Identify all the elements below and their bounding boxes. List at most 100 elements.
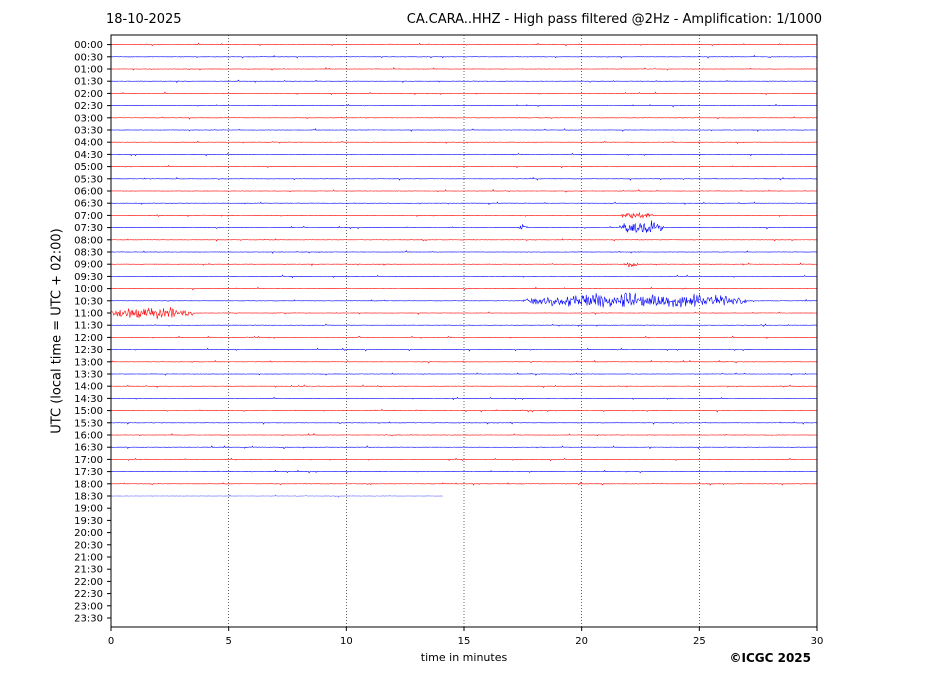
trace-line — [110, 201, 818, 206]
y-tick-label: 13:00 — [74, 357, 103, 368]
y-tick-label: 23:00 — [74, 601, 103, 612]
y-tick-label: 07:00 — [74, 211, 103, 222]
y-tick-label: 04:30 — [74, 150, 103, 161]
date-label: 18-10-2025 — [106, 12, 182, 27]
x-tick-label: 15 — [458, 636, 471, 647]
x-tick-label: 10 — [340, 636, 353, 647]
trace-line — [110, 140, 818, 145]
y-tick-label: 08:30 — [74, 248, 103, 259]
y-tick-label: 11:00 — [74, 309, 103, 320]
trace-line — [110, 433, 818, 437]
trace-group — [110, 42, 818, 498]
trace-line — [110, 220, 818, 233]
y-tick-label: 17:00 — [74, 455, 103, 466]
y-tick-label: 20:30 — [74, 540, 103, 551]
y-tick-label: 12:00 — [74, 333, 103, 344]
y-tick-label: 19:30 — [74, 516, 103, 527]
trace-line — [110, 238, 818, 242]
y-tick-label: 03:00 — [74, 113, 103, 124]
trace-line — [110, 347, 818, 352]
y-tick-label: 10:30 — [74, 296, 103, 307]
y-tick-label: 00:30 — [74, 52, 103, 63]
trace-line — [110, 262, 818, 268]
y-tick-label: 06:00 — [74, 187, 103, 198]
trace-line — [110, 457, 818, 462]
y-tick-label: 01:30 — [74, 77, 103, 88]
x-tick-label: 20 — [575, 636, 588, 647]
trace-line — [110, 286, 818, 291]
y-tick-label: 08:00 — [74, 235, 103, 246]
trace-line — [110, 408, 818, 413]
y-tick-label: 09:00 — [74, 260, 103, 271]
y-tick-label: 21:30 — [74, 565, 103, 576]
copyright-label: ©ICGC 2025 — [729, 651, 811, 665]
y-tick-label: 01:00 — [74, 65, 103, 76]
trace-line — [110, 335, 818, 339]
y-tick-label: 14:00 — [74, 382, 103, 393]
trace-line — [110, 176, 818, 181]
trace-line — [110, 274, 818, 279]
y-tick-label: 19:00 — [74, 504, 103, 515]
trace-line — [110, 396, 818, 401]
y-tick-label: 15:30 — [74, 418, 103, 429]
trace-line — [110, 67, 818, 71]
x-tick-label: 30 — [811, 636, 824, 647]
trace-line — [110, 384, 818, 389]
x-axis-label: time in minutes — [420, 651, 508, 664]
y-tick-label: 11:30 — [74, 321, 103, 332]
trace-line — [110, 469, 818, 474]
trace-line — [110, 323, 818, 327]
y-tick-label: 18:30 — [74, 492, 103, 503]
x-ticks: 0 5 10 15 20 25 30 — [108, 627, 824, 647]
y-tick-label: 15:00 — [74, 406, 103, 417]
plot-frame — [110, 34, 818, 628]
y-tick-label: 12:30 — [74, 345, 103, 356]
y-tick-label: 17:30 — [74, 467, 103, 478]
y-tick-label: 07:30 — [74, 223, 103, 234]
y-tick-label: 05:30 — [74, 174, 103, 185]
trace-line — [110, 103, 818, 108]
trace-line — [110, 189, 818, 193]
y-tick-label: 16:30 — [74, 443, 103, 454]
trace-line — [110, 152, 818, 157]
trace-line — [110, 250, 818, 254]
trace-line — [110, 116, 818, 120]
x-tick-label: 5 — [225, 636, 231, 647]
y-tick-label: 02:00 — [74, 89, 103, 100]
y-tick-label: 22:00 — [74, 577, 103, 588]
y-tick-label: 09:30 — [74, 272, 103, 283]
y-tick-label: 10:00 — [74, 284, 103, 295]
y-tick-label: 16:00 — [74, 431, 103, 442]
trace-line — [110, 421, 818, 425]
trace-line — [110, 91, 818, 96]
y-tick-label: 20:00 — [74, 528, 103, 539]
trace-line — [110, 128, 818, 132]
trace-line — [110, 445, 818, 450]
trace-line — [110, 42, 818, 47]
y-tick-label: 23:30 — [74, 614, 103, 625]
vertical-grid — [228, 35, 700, 627]
y-tick-label: 14:30 — [74, 394, 103, 405]
y-tick-label: 18:00 — [74, 479, 103, 490]
y-tick-label: 02:30 — [74, 101, 103, 112]
y-tick-label: 05:00 — [74, 162, 103, 173]
trace-line — [110, 212, 818, 219]
y-tick-label: 00:00 — [74, 40, 103, 51]
x-tick-label: 25 — [693, 636, 706, 647]
y-tick-label: 22:30 — [74, 589, 103, 600]
x-tick-label: 0 — [108, 636, 114, 647]
trace-line — [110, 54, 818, 59]
trace-line — [110, 359, 818, 364]
y-tick-label: 06:30 — [74, 199, 103, 210]
chart-title: CA.CARA..HHZ - High pass filtered @2Hz -… — [406, 12, 822, 27]
trace-line — [110, 164, 818, 169]
trace-line — [110, 79, 818, 84]
trace-line — [110, 494, 443, 498]
y-tick-label: 03:30 — [74, 126, 103, 137]
trace-line — [110, 481, 818, 486]
y-tick-label: 21:00 — [74, 553, 103, 564]
trace-line — [110, 307, 818, 320]
y-tick-label: 13:30 — [74, 370, 103, 381]
